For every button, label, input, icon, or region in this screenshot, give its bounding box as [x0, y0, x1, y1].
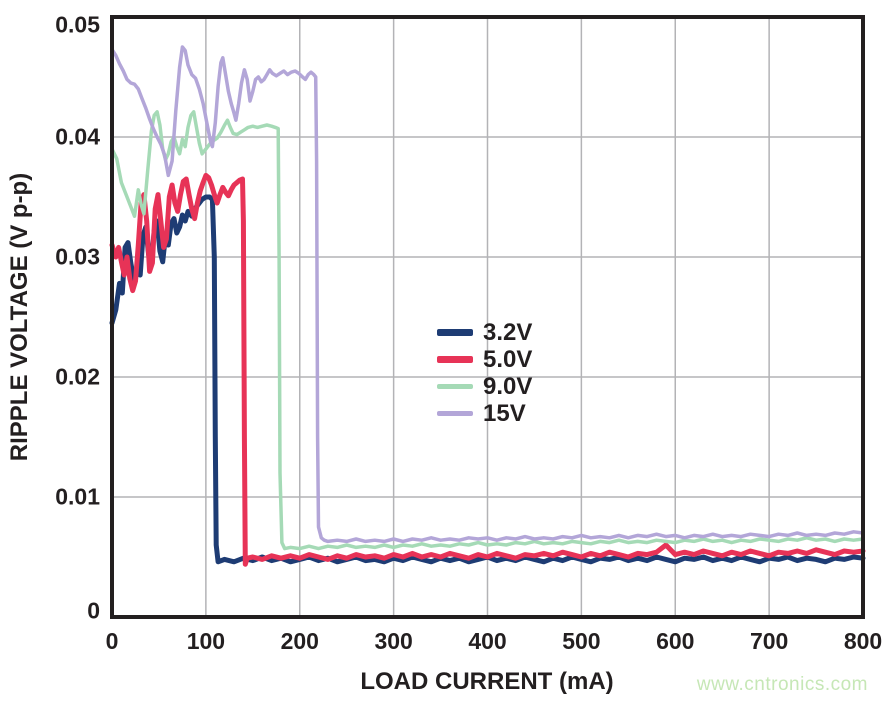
plot-border	[110, 15, 865, 619]
x-tick-label-500: 500	[562, 628, 601, 654]
legend-item-3-2v: 3.2V	[437, 319, 532, 346]
series-line-9.0V	[110, 110, 865, 551]
series-line-15V	[110, 45, 865, 544]
x-tick-label-300: 300	[374, 628, 413, 654]
legend-item-9-0v: 9.0V	[437, 373, 532, 400]
x-tick-label-400: 400	[468, 628, 507, 654]
x-tick-label-0: 0	[105, 628, 119, 654]
series-line-5.0V	[109, 172, 866, 567]
y-tick-label-0.02: 0.02	[55, 363, 100, 390]
legend-swatch-9-0v	[437, 383, 473, 390]
x-tick-label-600: 600	[656, 628, 695, 654]
x-axis-title: LOAD CURRENT (mA)	[360, 668, 614, 695]
legend-swatch-5-0v	[437, 356, 473, 363]
legend-swatch-15v	[437, 410, 473, 417]
x-tick-label-200: 200	[280, 628, 319, 654]
x-tick-label-800: 800	[843, 628, 883, 654]
data-series	[109, 45, 866, 567]
y-tick-label-0.03: 0.03	[55, 243, 100, 270]
x-tick-label-100: 100	[186, 628, 226, 654]
legend-item-15v: 15V	[437, 400, 532, 427]
legend-label-9-0v: 9.0V	[483, 373, 533, 400]
y-tick-label-0.01: 0.01	[55, 483, 100, 510]
legend-label-3-2v: 3.2V	[483, 319, 533, 346]
legend-label-5-0v: 5.0V	[483, 346, 533, 373]
y-tick-label-0.05: 0.05	[55, 11, 100, 38]
y-tick-label-0.04: 0.04	[55, 123, 100, 150]
legend-label-15v: 15V	[483, 400, 526, 427]
gridlines	[112, 17, 863, 617]
y-axis-title: RIPPLE VOLTAGE (V p-p)	[6, 172, 33, 462]
legend-item-5-0v: 5.0V	[437, 346, 532, 373]
x-tick-label-700: 700	[749, 628, 789, 654]
y-tick-label-0: 0	[87, 597, 100, 624]
watermark-text: www.cntronics.com	[696, 674, 868, 695]
chart-legend: 3.2V 5.0V 9.0V 15V	[437, 319, 532, 427]
legend-swatch-3-2v	[437, 329, 473, 336]
